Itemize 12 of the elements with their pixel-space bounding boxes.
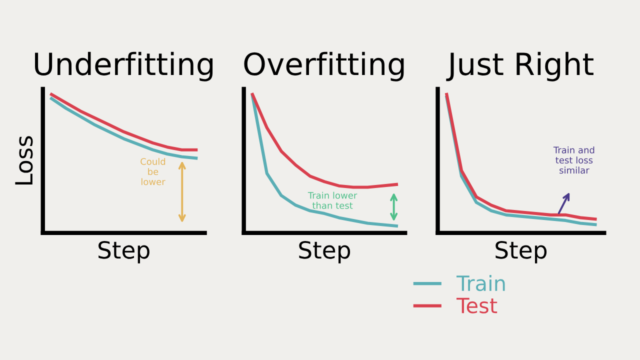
y-axis-title: Loss xyxy=(15,136,33,184)
x-axis-title: Step xyxy=(496,240,547,264)
chart-title: Overfitting xyxy=(244,52,404,82)
x-axis-title: Step xyxy=(98,240,150,264)
x-axis-title: Step xyxy=(299,240,350,264)
legend-label: Train xyxy=(456,275,505,292)
annotation: Train lower than test xyxy=(308,192,358,209)
legend-label: Test xyxy=(456,298,498,314)
annotation: Could be lower xyxy=(140,158,166,186)
chart-title: Just Right xyxy=(446,52,594,82)
chart-title: Underfitting xyxy=(35,52,213,82)
annotation: Train and test loss similar xyxy=(553,146,594,174)
